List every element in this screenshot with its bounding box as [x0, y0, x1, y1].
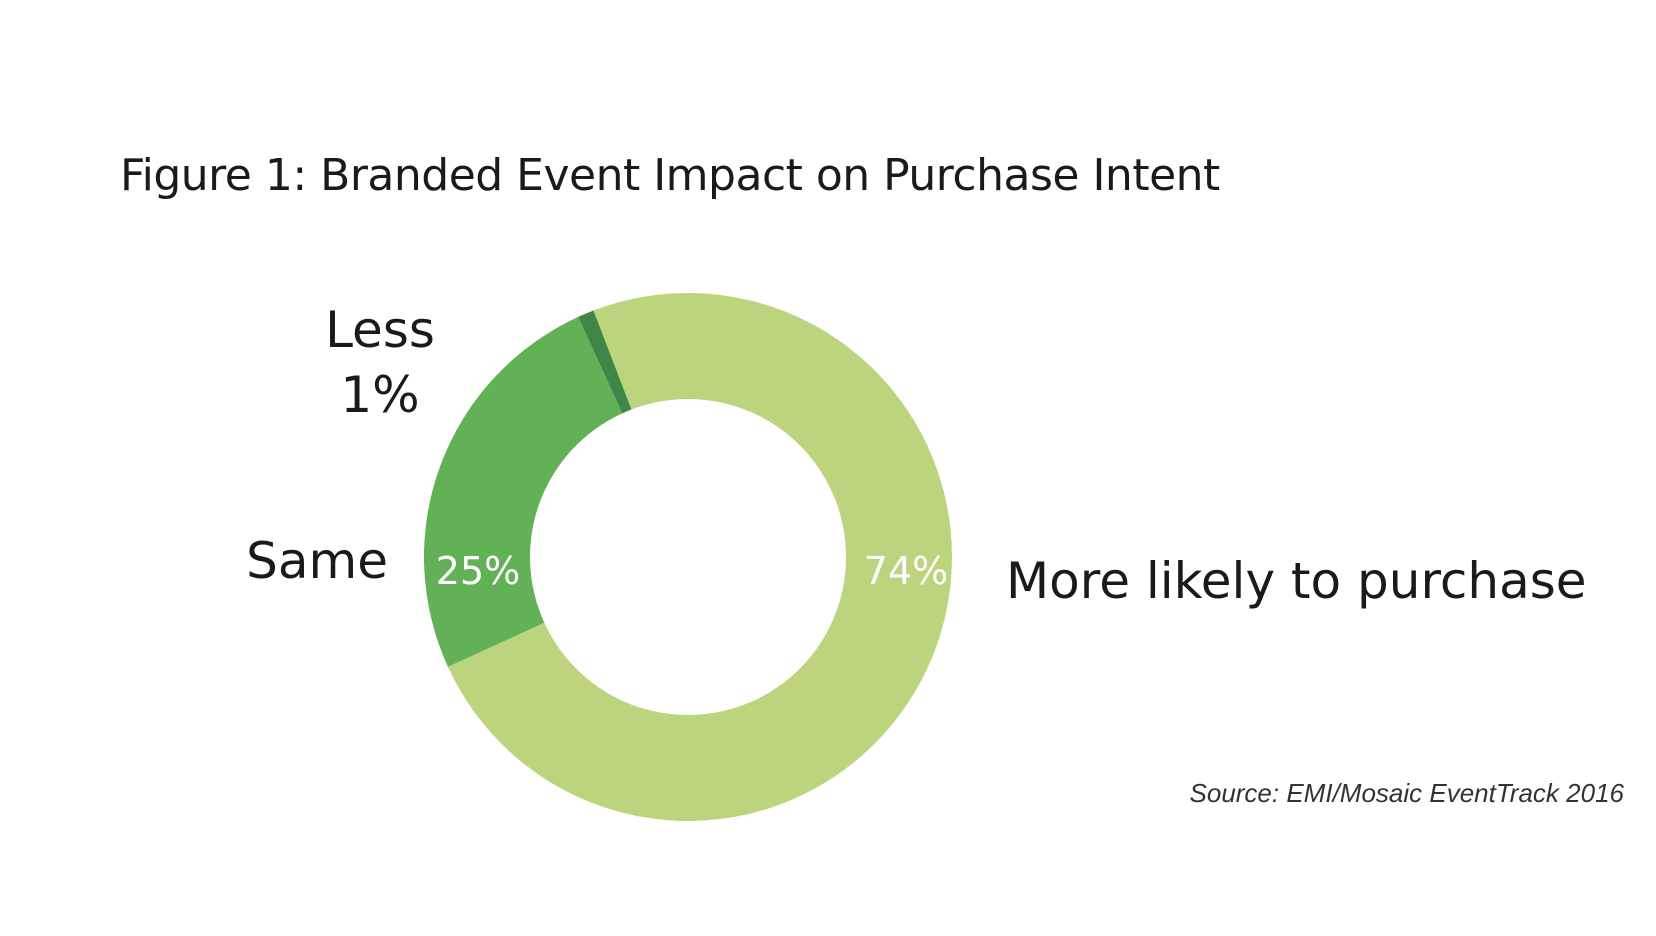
- category-label-same: Same: [246, 532, 388, 590]
- category-label-less: Less: [325, 301, 435, 359]
- source-note: Source: EMI/Mosaic EventTrack 2016: [1189, 778, 1624, 808]
- slice-same: [424, 316, 623, 667]
- donut-labels: More likely to purchase 74% Same 25% Less 1%: [246, 301, 1586, 610]
- figure-title: Figure 1: Branded Event Impact on Purcha…: [120, 150, 1220, 201]
- category-label-more-likely-to-purchase: More likely to purchase: [1006, 552, 1587, 610]
- donut-slices: [424, 293, 952, 822]
- slice-more-likely-to-purchase: [447, 293, 952, 822]
- value-label-more-likely-to-purchase: 74%: [864, 549, 948, 593]
- slice-less: [578, 310, 632, 414]
- value-label-less: 1%: [340, 366, 419, 424]
- value-label-same: 25%: [436, 549, 520, 593]
